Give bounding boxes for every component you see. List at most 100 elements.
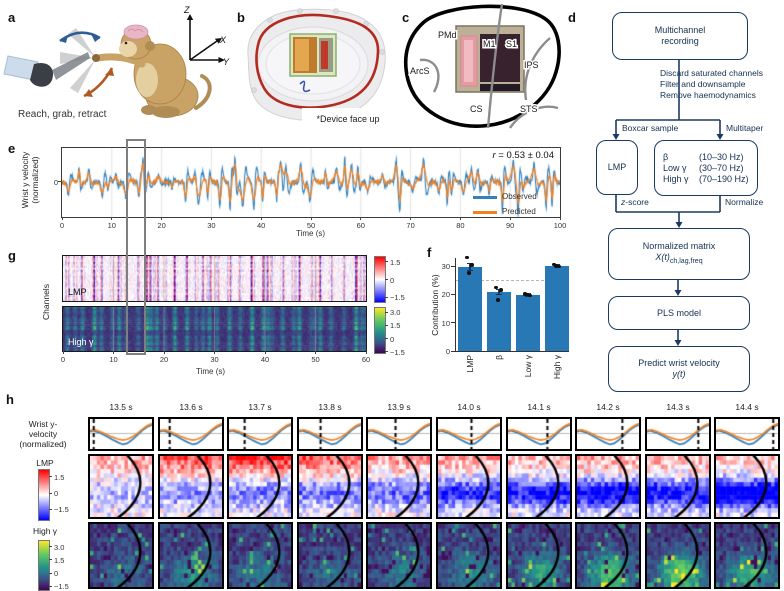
flow-box-recording: Multichannel recording — [612, 12, 748, 60]
g-hg-colorbar — [374, 307, 386, 354]
f-ytick-label: 10 — [441, 318, 450, 328]
f-ytick-mark — [451, 322, 455, 324]
f-data-point — [557, 264, 561, 269]
h-hg-frame — [506, 522, 572, 589]
flow-box-normalized-matrix: Normalized matrix X(t)ch,lag,freq — [608, 228, 750, 280]
h-trace-cell — [227, 417, 293, 451]
f-errorbar-cap — [467, 262, 473, 264]
e-xtick-mark — [509, 217, 511, 220]
e-xtick-label: 70 — [406, 221, 415, 230]
e-xtick-mark — [559, 217, 561, 220]
g-xtick-mark — [214, 351, 215, 354]
g-hg-cbar-tick-mark — [385, 338, 388, 339]
f-errorbar-cap — [467, 269, 473, 271]
g-xtick-label: 50 — [311, 355, 320, 364]
g-hg-cbar-tick-mark — [385, 351, 388, 353]
h-time-label: 13.5 s — [109, 402, 133, 412]
e-xtick-mark — [260, 217, 262, 220]
h-hg-frame — [88, 522, 154, 589]
f-data-point — [528, 293, 532, 298]
axis-y-label: Y — [223, 57, 230, 67]
g-xtick-label: 10 — [109, 355, 118, 364]
f-errorbar-cap — [496, 293, 502, 295]
f-errorbar-cap — [525, 295, 531, 297]
band-highgamma: High γ — [663, 173, 689, 184]
f-ytick-label: 30 — [441, 262, 450, 272]
f-ytick-mark — [451, 293, 455, 295]
g-xtick-label: 20 — [159, 355, 169, 364]
experimenter-hand — [3, 55, 54, 87]
e-xtick-mark — [310, 217, 312, 220]
g-lmp-cbar-tick-label: 0 — [390, 275, 395, 285]
f-data-point — [525, 292, 529, 297]
h-trace-cell — [158, 417, 224, 451]
h-lmp-cbar-tick-mark — [49, 476, 52, 478]
g-xtick-mark — [365, 351, 367, 354]
arcs-sulcus — [419, 58, 440, 93]
device-note: *Device face up — [316, 114, 379, 124]
h-lmp-canvas — [368, 456, 430, 517]
h-hg-frame — [366, 522, 432, 589]
brain-icon — [123, 24, 149, 40]
h-lmp-canvas — [508, 456, 570, 517]
g-hg-cbar-tick-label: 3.0 — [390, 308, 401, 317]
flow-recording-line1: Multichannel — [654, 25, 706, 35]
h-trace-cell — [506, 417, 572, 451]
h-time-label: 14.2 s — [596, 402, 620, 412]
e-xtick-label: 90 — [506, 221, 515, 230]
h-trace-canvas — [299, 419, 361, 449]
f-errorbar-cap — [496, 288, 502, 290]
monkey — [92, 24, 212, 118]
h-trace-canvas — [577, 419, 639, 449]
central-sulcus — [486, 3, 504, 129]
axis-x-label: X — [219, 35, 227, 45]
g-lmp-cbar-tick-mark — [385, 261, 388, 263]
g-xtick-label: 40 — [260, 355, 270, 364]
predict-math: y(t) — [672, 369, 686, 379]
legend-observed: Observed — [502, 192, 537, 201]
f-bar-Low γ — [516, 294, 540, 351]
h-lmp-canvas — [90, 456, 152, 517]
h-trace-canvas — [438, 419, 500, 449]
e-xtick-mark — [61, 217, 63, 220]
h-lmp-canvas — [577, 456, 639, 517]
panel-f-label: f — [427, 245, 432, 260]
e-xtick-label: 30 — [207, 221, 216, 230]
m1-label: M1 — [483, 39, 496, 49]
f-ytick-label: 0 — [445, 347, 450, 356]
f-data-point — [499, 288, 503, 292]
f-data-point — [552, 262, 556, 267]
h-time-label: 13.8 s — [318, 402, 342, 412]
g-xtick-label: 30 — [210, 355, 219, 364]
h-time-label: 13.7 s — [248, 402, 272, 412]
h-hg-cbar-tick-label: −1.5 — [54, 582, 69, 591]
h-hg-cbar-tick-mark — [49, 559, 52, 561]
h-time-label: 14.1 s — [527, 402, 551, 412]
e-xtick-mark — [161, 217, 163, 220]
g-xtick-label: 0 — [60, 355, 66, 364]
h-lmp-frame — [575, 454, 641, 519]
h-lmp-cbar-tick-mark — [49, 508, 52, 510]
h-lmp-frame — [506, 454, 572, 519]
pmd-label: PMd — [438, 30, 457, 40]
h-lmp-frame — [366, 454, 432, 519]
h-trace-cell — [88, 417, 154, 451]
flow-recording-line2: recording — [661, 36, 699, 46]
h-hg-cbar-tick-label: 3.0 — [54, 542, 65, 552]
h-highgamma-canvas — [647, 524, 709, 587]
flow-box-lmp: LMP — [596, 140, 638, 195]
reach-targets-icon — [52, 28, 95, 93]
h-trace-canvas — [368, 419, 430, 449]
h-hg-cbar-tick-mark — [49, 546, 52, 548]
h-time-label: 14.3 s — [666, 402, 690, 412]
flow-box-pls: PLS model — [608, 296, 750, 330]
h-hg-cbar-tick-mark — [49, 572, 52, 574]
flow-preproc-3: Remove haemodynamics — [660, 90, 756, 100]
h-hg-frame — [158, 522, 224, 589]
e-xtick-label: 100 — [553, 221, 567, 230]
correlation-annotation: r = 0.53 ± 0.04 — [492, 150, 554, 161]
h-trace-cell — [645, 417, 711, 451]
h-lmp-canvas — [299, 456, 361, 517]
red-cable — [255, 13, 380, 109]
g-xtick-mark — [62, 351, 64, 354]
